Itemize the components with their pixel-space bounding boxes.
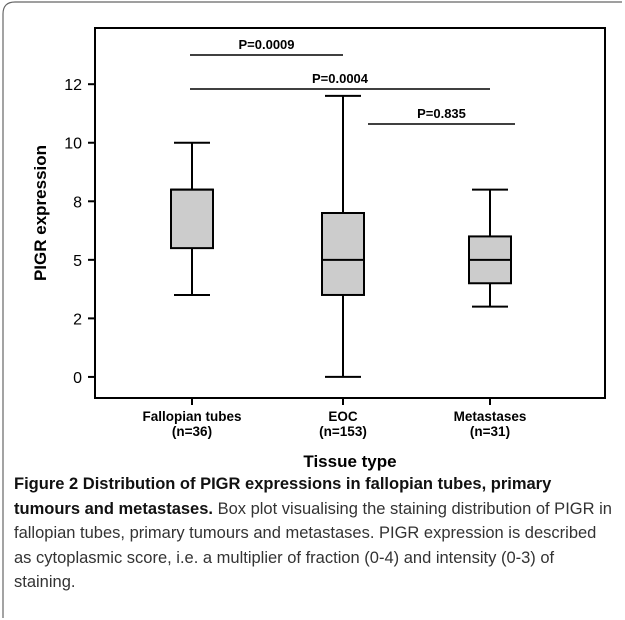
x-tick-label: EOC xyxy=(328,409,358,424)
significance-label: P=0.0004 xyxy=(312,71,369,86)
y-axis-title: PIGR expression xyxy=(31,145,50,281)
significance-label: P=0.0009 xyxy=(238,37,294,52)
y-tick-label: 2 xyxy=(73,311,82,328)
significance-label: P=0.835 xyxy=(417,106,466,121)
x-tick-label: Fallopian tubes xyxy=(142,409,241,424)
y-tick-label: 0 xyxy=(73,370,82,387)
caption-label: Figure 2 xyxy=(14,475,79,493)
x-tick-label: (n=153) xyxy=(319,424,367,439)
caption-text: Box plot visualising the staining distri… xyxy=(14,499,612,592)
caption: Figure 2 Distribution of PIGR expression… xyxy=(14,472,614,595)
caption-title: Distribution of PIGR expressions in fall… xyxy=(14,475,552,518)
y-tick-label: 12 xyxy=(64,77,82,94)
x-axis-title: Tissue type xyxy=(303,452,396,471)
box xyxy=(321,212,365,296)
plot-frame xyxy=(94,27,606,399)
x-tick-label: (n=36) xyxy=(172,424,212,439)
x-tick-label: (n=31) xyxy=(470,424,510,439)
box xyxy=(170,188,214,250)
y-tick-label: 5 xyxy=(73,253,82,270)
x-tick-label: Metastases xyxy=(454,409,527,424)
y-tick-label: 10 xyxy=(64,136,82,153)
y-tick-label: 8 xyxy=(73,194,82,211)
